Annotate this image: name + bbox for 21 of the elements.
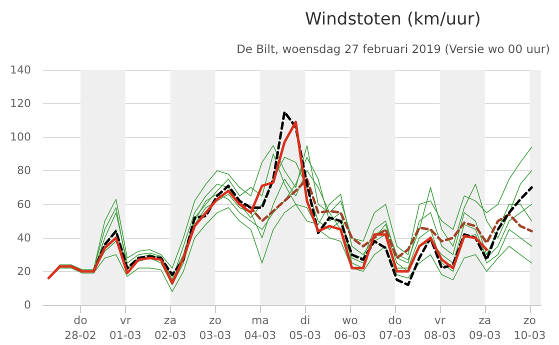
x-tick-label: do 28-02 bbox=[64, 314, 96, 342]
x-tick-label: za 02-03 bbox=[154, 314, 186, 342]
y-tick-label: 20 bbox=[17, 264, 31, 278]
y-tick-label: 0 bbox=[24, 298, 31, 312]
chart-subtitle: De Bilt, woensdag 27 februari 2019 (Versie wo 00 uur) bbox=[236, 42, 550, 56]
x-tick-label: ma 04-03 bbox=[244, 314, 276, 342]
y-tick-label: 120 bbox=[10, 97, 31, 110]
x-tick-label: za 09-03 bbox=[468, 314, 501, 342]
y-tick-label: 40 bbox=[17, 231, 31, 244]
x-tick-label: vr 08-03 bbox=[424, 314, 456, 342]
x-tick-label: zo 10-03 bbox=[514, 314, 546, 342]
y-tick-label: 60 bbox=[17, 198, 31, 211]
x-tick-label: vr 01-03 bbox=[109, 314, 142, 342]
y-tick-label: 140 bbox=[10, 64, 31, 76]
x-tick-label: do 07-03 bbox=[378, 314, 411, 342]
y-tick-label: 100 bbox=[10, 130, 31, 144]
x-tick-label: wo 06-03 bbox=[334, 314, 366, 342]
x-tick-label: di 05-03 bbox=[289, 314, 322, 342]
y-tick-label: 80 bbox=[17, 164, 31, 178]
chart-title: Windstoten (km/uur) bbox=[305, 10, 481, 30]
x-tick-label: zo 03-03 bbox=[199, 314, 232, 342]
